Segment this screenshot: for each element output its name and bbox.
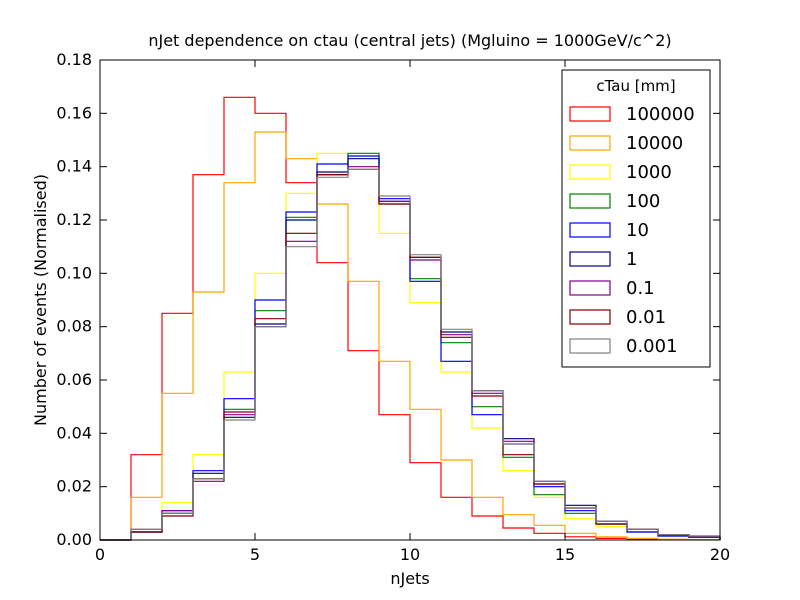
- legend-swatch-100: [569, 193, 611, 209]
- series-line-10000: [100, 131, 721, 541]
- chart-title: nJet dependence on ctau (central jets) (…: [148, 31, 671, 50]
- series-line-0_001: [100, 168, 721, 541]
- legend: cTau [mm] 100000 10000 1000 100 10 1 0.1 0.01 0.0…: [561, 69, 711, 368]
- legend-swatch-10: [569, 222, 611, 238]
- y-axis-label: Number of events (Normalised): [31, 174, 50, 426]
- legend-label-0_001: 0.001: [626, 336, 678, 357]
- x-tick-label: 15: [555, 545, 575, 564]
- legend-label-1: 1: [626, 249, 637, 270]
- y-tick-label: 0.08: [56, 317, 92, 336]
- x-tick-label: 20: [710, 545, 730, 564]
- y-tick-label: 0.14: [56, 157, 92, 176]
- legend-label-10000: 10000: [626, 133, 683, 154]
- legend-swatch-1: [569, 251, 611, 267]
- x-tick-label: 0: [95, 545, 105, 564]
- y-tick-label: 0.10: [56, 263, 92, 282]
- y-tick-label: 0.16: [56, 103, 92, 122]
- legend-label-0_01: 0.01: [626, 307, 666, 328]
- x-tick-label: 5: [250, 545, 260, 564]
- legend-label-10: 10: [626, 220, 649, 241]
- axes-layer: 0 5 10 15 20 0.00 0.02 0.04 0.06 0.08 0.10 0.12 0.14…: [56, 50, 730, 564]
- y-tick-label: 0.02: [56, 477, 92, 496]
- y-tick-label: 0.12: [56, 210, 92, 229]
- legend-swatch-100000: [569, 106, 611, 122]
- y-tick-label: 0.18: [56, 50, 92, 69]
- x-axis-label: nJets: [390, 569, 429, 588]
- y-tick-label: 0.06: [56, 370, 92, 389]
- legend-swatch-10000: [569, 135, 611, 151]
- legend-swatch-0_01: [569, 309, 611, 325]
- x-tick-label: 10: [400, 545, 420, 564]
- series-line-100000: [100, 96, 721, 541]
- legend-swatch-0_001: [569, 338, 611, 354]
- legend-label-1000: 1000: [626, 162, 672, 183]
- y-tick-label: 0.04: [56, 423, 92, 442]
- series-layer: [100, 96, 721, 541]
- legend-swatch-1000: [569, 164, 611, 180]
- y-tick-label: 0.00: [56, 530, 92, 549]
- legend-title: cTau [mm]: [596, 77, 675, 95]
- legend-box: [561, 69, 711, 368]
- legend-label-100000: 100000: [626, 104, 695, 125]
- legend-label-0_1: 0.1: [626, 278, 655, 299]
- legend-swatch-0_1: [569, 280, 611, 296]
- legend-label-100: 100: [626, 191, 660, 212]
